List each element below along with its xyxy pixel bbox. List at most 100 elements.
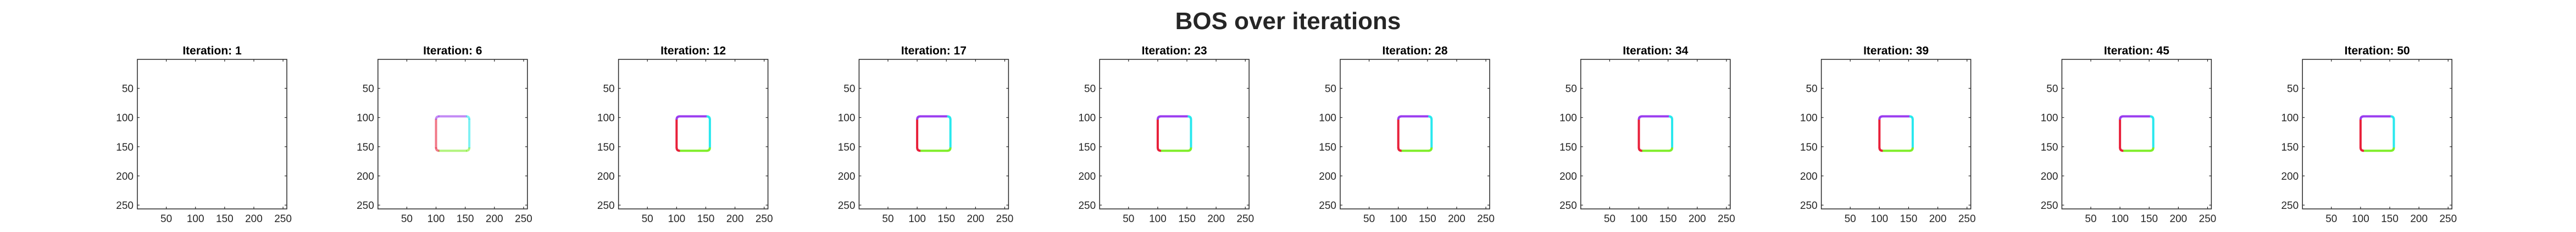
x-tick-label: 50: [1363, 213, 1375, 225]
y-tick-label: 100: [116, 113, 134, 124]
panel-2: Iteration: 6 50 100 150 200 250 50 100 150 200 250: [357, 45, 532, 225]
x-tick-label: 250: [1477, 213, 1495, 225]
y-tick-label: 150: [1559, 142, 1577, 153]
outline-corner-tr: [947, 115, 952, 120]
y-tick-label: 200: [1559, 171, 1577, 183]
x-tick-label: 100: [1630, 213, 1648, 225]
outline-corner-bl: [2359, 147, 2364, 152]
outline-corner-bl: [1637, 147, 1642, 152]
y-tick-label: 250: [838, 200, 856, 212]
y-tick-label: 50: [363, 84, 374, 95]
panel-9: Iteration: 45 50 100 150 200 250 50 100 150 200 25…: [2041, 45, 2217, 225]
y-tick-label: 100: [2281, 113, 2299, 124]
outline-corner-tl: [916, 115, 921, 120]
axes-frame: [137, 59, 287, 209]
x-tick-label: 200: [1929, 213, 1947, 225]
outline-corner-tr: [2390, 115, 2395, 120]
y-tick-label: 50: [1565, 84, 1577, 95]
image-area: [1100, 59, 1250, 209]
y-tick-label: 100: [1559, 113, 1577, 124]
axes-frame: [2061, 59, 2212, 209]
y-tick-label: 50: [1325, 84, 1336, 95]
image-area: [1580, 59, 1730, 209]
panel-5: Iteration: 23 50 100 150 200 250 50 100 150 200 25…: [1078, 45, 1254, 225]
x-tick-label: 150: [1178, 213, 1196, 225]
y-tick-label: 250: [1319, 200, 1336, 212]
y-tick-label: 250: [1800, 200, 1818, 212]
y-tick-label: 250: [2041, 200, 2058, 212]
x-tick-label: 250: [1718, 213, 1735, 225]
panel-title: Iteration: 6: [423, 45, 482, 57]
y-tick-label: 100: [597, 113, 615, 124]
x-tick-label: 100: [908, 213, 926, 225]
panel-4: Iteration: 17 50 100 150 200 250 50 100 150 200 25…: [838, 45, 1014, 225]
y-tick-label: 100: [1800, 113, 1818, 124]
outline-corner-tr: [2150, 115, 2155, 120]
outline-corner-br: [706, 147, 711, 152]
image-area: [377, 59, 528, 209]
y-tick-label: 150: [2281, 142, 2299, 153]
x-tick-label: 150: [2140, 213, 2158, 225]
x-tick-label: 200: [486, 213, 503, 225]
x-tick-label: 200: [967, 213, 985, 225]
y-tick-label: 150: [116, 142, 134, 153]
axes-frame: [377, 59, 528, 209]
axes-frame: [1820, 59, 1972, 209]
panel-10: Iteration: 50 50 100 150 200 250 50 100 150 200 25…: [2281, 45, 2457, 225]
y-tick-label: 200: [116, 171, 134, 183]
image-area: [2302, 59, 2452, 209]
y-tick-label: 50: [843, 84, 855, 95]
image-area: [137, 59, 287, 209]
x-tick-label: 50: [2325, 213, 2337, 225]
outline-corner-bl: [435, 147, 440, 152]
outline-corner-tl: [2119, 115, 2124, 120]
y-tick-label: 150: [1078, 142, 1096, 153]
image-area: [618, 59, 768, 209]
outline-corner-bl: [1878, 147, 1883, 152]
axes-frame: [2302, 59, 2452, 209]
x-tick-label: 200: [726, 213, 744, 225]
y-tick-label: 200: [838, 171, 856, 183]
axes-frame: [858, 59, 1009, 209]
outline-corner-tl: [1878, 115, 1883, 120]
y-tick-label: 50: [2287, 84, 2299, 95]
image-area: [859, 59, 1009, 209]
x-tick-label: 250: [274, 213, 292, 225]
y-tick-label: 150: [597, 142, 615, 153]
y-tick-label: 50: [1806, 84, 1817, 95]
x-tick-label: 200: [2410, 213, 2428, 225]
outline-corner-tl: [435, 115, 440, 120]
y-tick-label: 150: [1800, 142, 1818, 153]
image-area: [1340, 59, 1490, 209]
x-tick-label: 50: [401, 213, 413, 225]
x-tick-label: 50: [160, 213, 172, 225]
y-tick-label: 250: [1559, 200, 1577, 212]
axes-frame: [1580, 59, 1731, 209]
outline-corner-tr: [1428, 115, 1433, 120]
outline-corner-tr: [1668, 115, 1674, 120]
x-tick-label: 100: [428, 213, 445, 225]
x-tick-label: 100: [1390, 213, 1407, 225]
x-tick-label: 100: [1870, 213, 1888, 225]
x-tick-label: 100: [2111, 213, 2129, 225]
x-tick-label: 200: [1689, 213, 1706, 225]
x-tick-label: 100: [1149, 213, 1167, 225]
x-tick-label: 50: [882, 213, 893, 225]
outline-corner-bl: [675, 147, 680, 152]
outline-corner-tl: [1156, 115, 1162, 120]
outline-corner-br: [1428, 147, 1433, 152]
x-tick-label: 250: [2199, 213, 2217, 225]
panel-title: Iteration: 50: [2345, 45, 2410, 57]
outline-corner-tl: [675, 115, 680, 120]
y-tick-label: 150: [838, 142, 856, 153]
y-tick-label: 150: [357, 142, 374, 153]
y-tick-label: 100: [2041, 113, 2058, 124]
y-tick-label: 200: [357, 171, 374, 183]
outline-corner-tl: [1397, 115, 1402, 120]
x-tick-label: 150: [1419, 213, 1436, 225]
x-tick-label: 200: [2170, 213, 2188, 225]
outline-corner-bl: [916, 147, 921, 152]
x-tick-label: 150: [457, 213, 474, 225]
panel-title: Iteration: 1: [182, 45, 242, 57]
outline-corner-tr: [1909, 115, 1914, 120]
